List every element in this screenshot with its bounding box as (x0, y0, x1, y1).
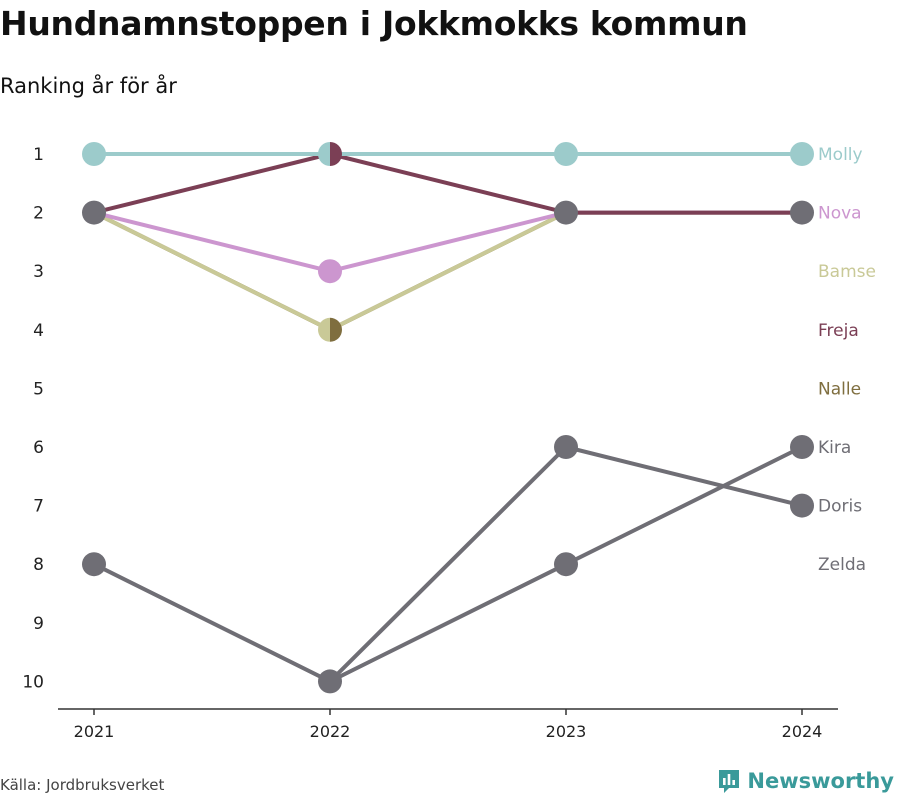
series-line-freja (92, 152, 804, 215)
data-point (82, 200, 106, 225)
data-point (554, 435, 578, 459)
data-point (790, 200, 814, 225)
y-tick-label: 1 (33, 145, 44, 165)
chart-subtitle: Ranking år för år (0, 74, 177, 98)
y-tick-label: 3 (33, 262, 44, 282)
data-point-right-half (330, 317, 342, 342)
data-point (318, 669, 342, 694)
end-label-molly: Molly (818, 145, 863, 165)
data-point (318, 259, 342, 284)
data-point (790, 493, 814, 518)
end-label-doris: Doris (818, 497, 862, 517)
y-tick-label: 8 (33, 555, 44, 575)
x-tick-label: 2022 (310, 722, 351, 741)
brand-name: Newsworthy (747, 769, 894, 793)
bar-chart-logo-icon (719, 770, 740, 793)
data-point (790, 435, 814, 459)
data-point-left-half (318, 142, 330, 166)
series-line-zelda (92, 445, 804, 684)
chart-title: Hundnamnstoppen i Jokkmokks kommun (0, 4, 748, 43)
end-label-kira: Kira (818, 438, 851, 458)
y-tick-label: 7 (33, 497, 44, 517)
data-point (554, 552, 578, 577)
series-line-bamse (92, 210, 804, 332)
y-tick-label: 6 (33, 438, 44, 458)
y-tick-label: 10 (22, 672, 44, 692)
data-point-left-half (318, 317, 330, 342)
end-label-freja: Freja (818, 321, 859, 341)
series-line-nova (92, 210, 804, 274)
y-tick-label: 4 (33, 321, 44, 341)
data-point (554, 142, 578, 166)
newsworthy-logo: Newsworthy (717, 768, 894, 794)
bump-chart: 2021 2022 2023 2024 1 2 3 4 5 6 7 8 9 10 Molly Nova Bams… (22, 142, 876, 741)
y-tick-label: 9 (33, 614, 44, 634)
end-label-zelda: Zelda (818, 555, 866, 575)
end-label-nalle: Nalle (818, 379, 861, 399)
y-tick-label: 5 (33, 379, 44, 399)
end-label-bamse: Bamse (818, 262, 876, 282)
data-point (82, 552, 106, 577)
x-tick-label: 2021 (74, 722, 115, 741)
end-label-nova: Nova (818, 204, 862, 224)
source-note: Källa: Jordbruksverket (0, 776, 165, 794)
data-point (790, 142, 814, 166)
x-tick-label: 2024 (782, 722, 823, 741)
x-tick-label: 2023 (546, 722, 587, 741)
data-point (554, 200, 578, 225)
y-tick-label: 2 (33, 204, 44, 224)
data-point-right-half (330, 142, 342, 166)
data-point (82, 142, 106, 166)
